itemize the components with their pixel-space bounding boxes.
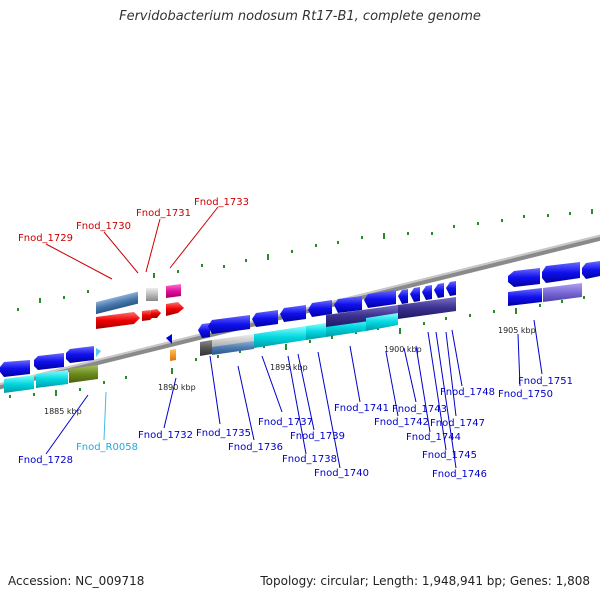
gene-lower-12[interactable] <box>410 287 420 302</box>
gene-label-fnod-1738[interactable]: Fnod_1738 <box>282 454 337 465</box>
gene-fnod-1743-block[interactable] <box>398 297 456 319</box>
gene-fnod-1735-block[interactable] <box>200 340 212 356</box>
genome-title: Fervidobacterium nodosum Rt17-B1, comple… <box>119 9 481 24</box>
gene-fnod-1737-block[interactable] <box>254 326 306 348</box>
gene-lower-15[interactable] <box>446 281 456 296</box>
gene-label-fnod-1728[interactable]: Fnod_1728 <box>18 455 73 466</box>
scale-label-1905: 1905 kbp <box>498 326 536 335</box>
gene-lower-1[interactable] <box>0 360 30 377</box>
gene-label-fnod-1751[interactable]: Fnod_1751 <box>518 376 573 387</box>
gene-fnod-1731-block[interactable] <box>146 288 158 301</box>
gene-label-fnod-1735[interactable]: Fnod_1735 <box>196 428 251 439</box>
gene-fnod-1741-block[interactable] <box>326 305 398 327</box>
gene-lower-8[interactable] <box>308 300 332 317</box>
scale-label-1885: 1885 kbp <box>44 407 82 416</box>
gene-label-fnod-1743[interactable]: Fnod_1743 <box>392 404 447 415</box>
gene-label-fnod-1746[interactable]: Fnod_1746 <box>432 469 487 480</box>
gene-lower-3[interactable] <box>66 346 94 363</box>
gene-label-fnod-1736[interactable]: Fnod_1736 <box>228 442 283 453</box>
gene-label-fnod-1730[interactable]: Fnod_1730 <box>76 221 131 232</box>
gene-upper-2[interactable] <box>542 262 580 283</box>
gene-fnod-1751-block[interactable] <box>543 283 582 302</box>
gene-label-fnod-1740[interactable]: Fnod_1740 <box>314 468 369 479</box>
gene-labels[interactable]: Fnod_1729 Fnod_1730 Fnod_1731 Fnod_1733 … <box>18 197 573 480</box>
gene-fnod-1733b-block[interactable] <box>166 302 184 316</box>
gene-lower-2[interactable] <box>34 353 64 370</box>
gene-fnod-1732b-block[interactable] <box>170 349 176 361</box>
gene-label-fnod-1741[interactable]: Fnod_1741 <box>334 403 389 414</box>
gene-lower-7[interactable] <box>280 305 306 322</box>
gene-lower-6[interactable] <box>252 310 278 327</box>
gene-label-fnod-1737[interactable]: Fnod_1737 <box>258 417 313 428</box>
gene-fnod-1732-block[interactable] <box>166 334 172 344</box>
gene-lower-11[interactable] <box>398 289 408 304</box>
gene-lower-10[interactable] <box>364 290 396 308</box>
gene-fnod-1736-block[interactable] <box>212 341 254 355</box>
gene-label-fnod-1747[interactable]: Fnod_1747 <box>430 418 485 429</box>
leader-lines <box>45 206 543 469</box>
gene-lower-14[interactable] <box>434 283 444 298</box>
gene-fnod-1730-block[interactable] <box>96 291 138 315</box>
gene-lower-5[interactable] <box>208 315 250 334</box>
gene-fnod-1742-block[interactable] <box>366 313 398 331</box>
gene-label-fnod-1739[interactable]: Fnod_1739 <box>290 431 345 442</box>
gene-fnod-1733-block[interactable] <box>166 284 181 298</box>
scale-label-1895: 1895 kbp <box>270 363 308 372</box>
gene-label-fnod-1733[interactable]: Fnod_1733 <box>194 197 249 208</box>
gene-label-fnod-r0058[interactable]: Fnod_R0058 <box>76 442 138 453</box>
gene-label-fnod-1732[interactable]: Fnod_1732 <box>138 430 193 441</box>
gene-fnod-1729-block[interactable] <box>96 312 140 329</box>
gene-label-fnod-1750[interactable]: Fnod_1750 <box>498 389 553 400</box>
gene-lower-13[interactable] <box>422 285 432 300</box>
gene-fnod-1750-block[interactable] <box>508 288 542 306</box>
gene-fnod-1731b-block[interactable] <box>151 309 161 318</box>
gene-fnod-1728c-block[interactable] <box>69 365 98 383</box>
accession-text: Accession: NC_009718 <box>8 574 145 588</box>
gene-fnod-r0058-block[interactable] <box>96 348 101 357</box>
gene-label-fnod-1745[interactable]: Fnod_1745 <box>422 450 477 461</box>
gene-upper-3[interactable] <box>582 261 600 279</box>
gene-upper-1[interactable] <box>508 268 540 287</box>
gene-lower-4[interactable] <box>198 323 210 338</box>
scale-label-1890: 1890 kbp <box>158 383 196 392</box>
gene-label-fnod-1748[interactable]: Fnod_1748 <box>440 387 495 398</box>
scale-label-1900: 1900 kbp <box>384 345 422 354</box>
gene-fnod-1728-block[interactable] <box>4 375 34 393</box>
gene-lower-9[interactable] <box>334 296 362 313</box>
gene-features[interactable] <box>0 261 600 393</box>
gene-fnod-1728b-block[interactable] <box>36 370 68 388</box>
gene-label-fnod-1744[interactable]: Fnod_1744 <box>406 432 461 443</box>
scale-labels: 1885 kbp 1890 kbp 1895 kbp 1900 kbp 1905… <box>44 326 536 416</box>
gene-label-fnod-1742[interactable]: Fnod_1742 <box>374 417 429 428</box>
gene-label-fnod-1729[interactable]: Fnod_1729 <box>18 233 73 244</box>
gene-label-fnod-1731[interactable]: Fnod_1731 <box>136 208 191 219</box>
genome-summary-text: Topology: circular; Length: 1,948,941 bp… <box>260 574 590 588</box>
gene-fnod-1739-block[interactable] <box>306 323 326 340</box>
